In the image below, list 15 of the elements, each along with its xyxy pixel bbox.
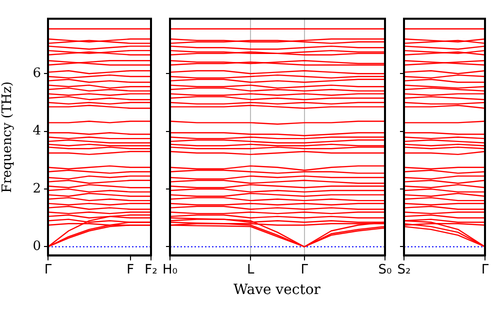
x-tick-label: Γ (481, 262, 490, 278)
x-tick-label: H₀ (162, 262, 178, 278)
y-tick-label: 0 (32, 239, 41, 254)
x-tick-label: F (126, 262, 134, 278)
x-tick-label: S₀ (378, 262, 392, 278)
x-tick-label: Γ (300, 262, 309, 278)
x-tick-label: F₂ (144, 262, 158, 278)
y-tick-label: 4 (32, 124, 41, 139)
x-axis-title: Wave vector (232, 282, 322, 298)
y-axis-title: Frequency (THz) (0, 81, 16, 193)
x-tick-label: Γ (44, 262, 52, 278)
x-tick-label: L (247, 262, 255, 278)
y-tick-label: 6 (32, 66, 41, 81)
y-tick-label: 2 (32, 181, 41, 196)
x-tick-label: S₂ (397, 262, 411, 278)
